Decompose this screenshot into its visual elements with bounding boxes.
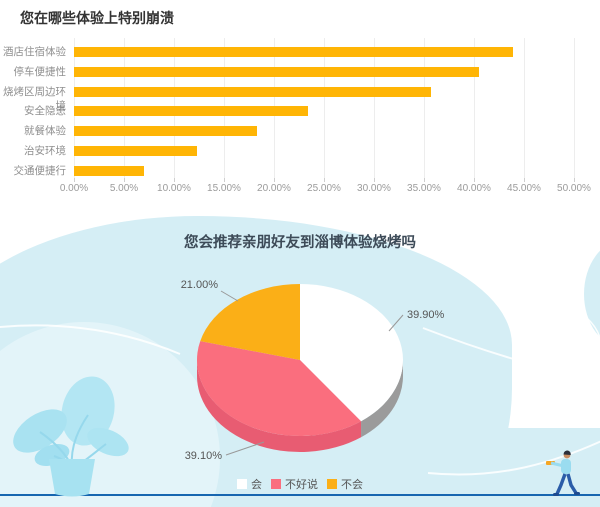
bar	[74, 165, 144, 176]
axis-tick	[324, 178, 325, 182]
axis-tick	[274, 178, 275, 182]
category-label: 停车便捷性	[13, 65, 67, 78]
legend-item: 不好说	[271, 476, 318, 492]
legend-swatch	[271, 479, 281, 489]
x-axis-tick-label: 40.00%	[457, 183, 491, 194]
swirl-lines	[0, 301, 600, 476]
axis-tick	[524, 178, 525, 182]
axis-tick	[474, 178, 475, 182]
pie-label-leader-line	[388, 314, 404, 332]
pie-percentage-label: 21.00%	[181, 279, 219, 291]
person-shoe	[574, 492, 580, 495]
legend-swatch	[327, 479, 337, 489]
x-axis-tick-label: 20.00%	[257, 183, 291, 194]
category-label: 交通便捷行	[13, 164, 67, 177]
pie-label-leader-line	[225, 441, 265, 456]
bar	[74, 86, 431, 97]
axis-tick	[224, 178, 225, 182]
pie-slice-side	[197, 360, 362, 452]
pie-slice	[197, 341, 362, 436]
pie-percentage-label: 39.10%	[185, 450, 223, 462]
category-label: 就餐体验	[24, 125, 66, 138]
x-axis-tick-label: 5.00%	[109, 183, 139, 194]
legend-label: 会	[251, 479, 262, 491]
x-axis-tick-label: 35.00%	[407, 183, 441, 194]
pie-slice-side	[361, 360, 403, 438]
bar	[74, 126, 257, 137]
x-axis-tick-label: 30.00%	[357, 183, 391, 194]
pie-chart-title: 您会推荐亲朋好友到淄博体验烧烤吗	[184, 235, 416, 251]
category-label: 酒店住宿体验	[3, 46, 66, 58]
x-axis-tick-label: 45.00%	[507, 183, 541, 194]
pie-percentage-label: 39.90%	[407, 309, 445, 321]
legend-label: 不会	[341, 479, 363, 491]
bar	[74, 66, 479, 77]
plant-pot	[49, 459, 95, 497]
axis-tick	[374, 178, 375, 182]
person-leg-right	[566, 473, 578, 494]
category-label: 治安环境	[24, 145, 66, 158]
x-axis-tick-label: 50.00%	[557, 183, 591, 194]
grid-line	[424, 38, 425, 178]
axis-tick	[74, 178, 75, 182]
grid-line	[574, 38, 575, 178]
category-label: 安全隐患	[24, 105, 66, 118]
pie-chart-section: 您会推荐亲朋好友到淄博体验烧烤吗 39.90% 39.10% 21.00% 会 不好说…	[0, 210, 600, 507]
bar	[74, 146, 197, 157]
bar	[74, 106, 308, 117]
axis-tick	[174, 178, 175, 182]
x-axis-tick-label: 15.00%	[207, 183, 241, 194]
person-leg-left	[555, 473, 567, 495]
bar	[74, 47, 513, 57]
person-hair	[563, 450, 571, 455]
pie-label-leader-line	[220, 290, 239, 302]
axis-tick	[574, 178, 575, 182]
legend-swatch	[237, 479, 247, 489]
grid-line	[474, 38, 475, 178]
legend-item: 会	[237, 476, 262, 492]
bottom-accent-line	[0, 494, 600, 496]
category-label: 烧烤区周边环境	[3, 85, 66, 112]
axis-tick	[424, 178, 425, 182]
pie-legend: 会 不好说 不会	[0, 476, 600, 492]
x-axis-tick-label: 10.00%	[157, 183, 191, 194]
legend-item: 不会	[327, 476, 363, 492]
walking-person-illustration	[546, 450, 580, 496]
person-shoe	[553, 493, 559, 496]
grid-line	[374, 38, 375, 178]
pie-3d-chart: 39.90% 39.10% 21.00%	[181, 279, 445, 462]
bar-chart: 您在哪些体验上特别崩溃 0.00% 5.00% 10.00% 15.00% 20.00%…	[0, 0, 600, 212]
pie-slice	[300, 284, 403, 422]
legend-label: 不好说	[285, 479, 318, 491]
bar-chart-title: 您在哪些体验上特别崩溃	[20, 10, 174, 26]
plant-illustration	[13, 376, 129, 497]
grid-line	[324, 38, 325, 178]
axis-tick	[124, 178, 125, 182]
person-torso	[561, 459, 571, 474]
x-axis-tick-label: 25.00%	[307, 183, 341, 194]
grid-line	[524, 38, 525, 178]
pie-slice	[200, 284, 300, 360]
x-axis-tick-label: 0.00%	[59, 183, 89, 194]
plant-leaves	[13, 376, 129, 467]
